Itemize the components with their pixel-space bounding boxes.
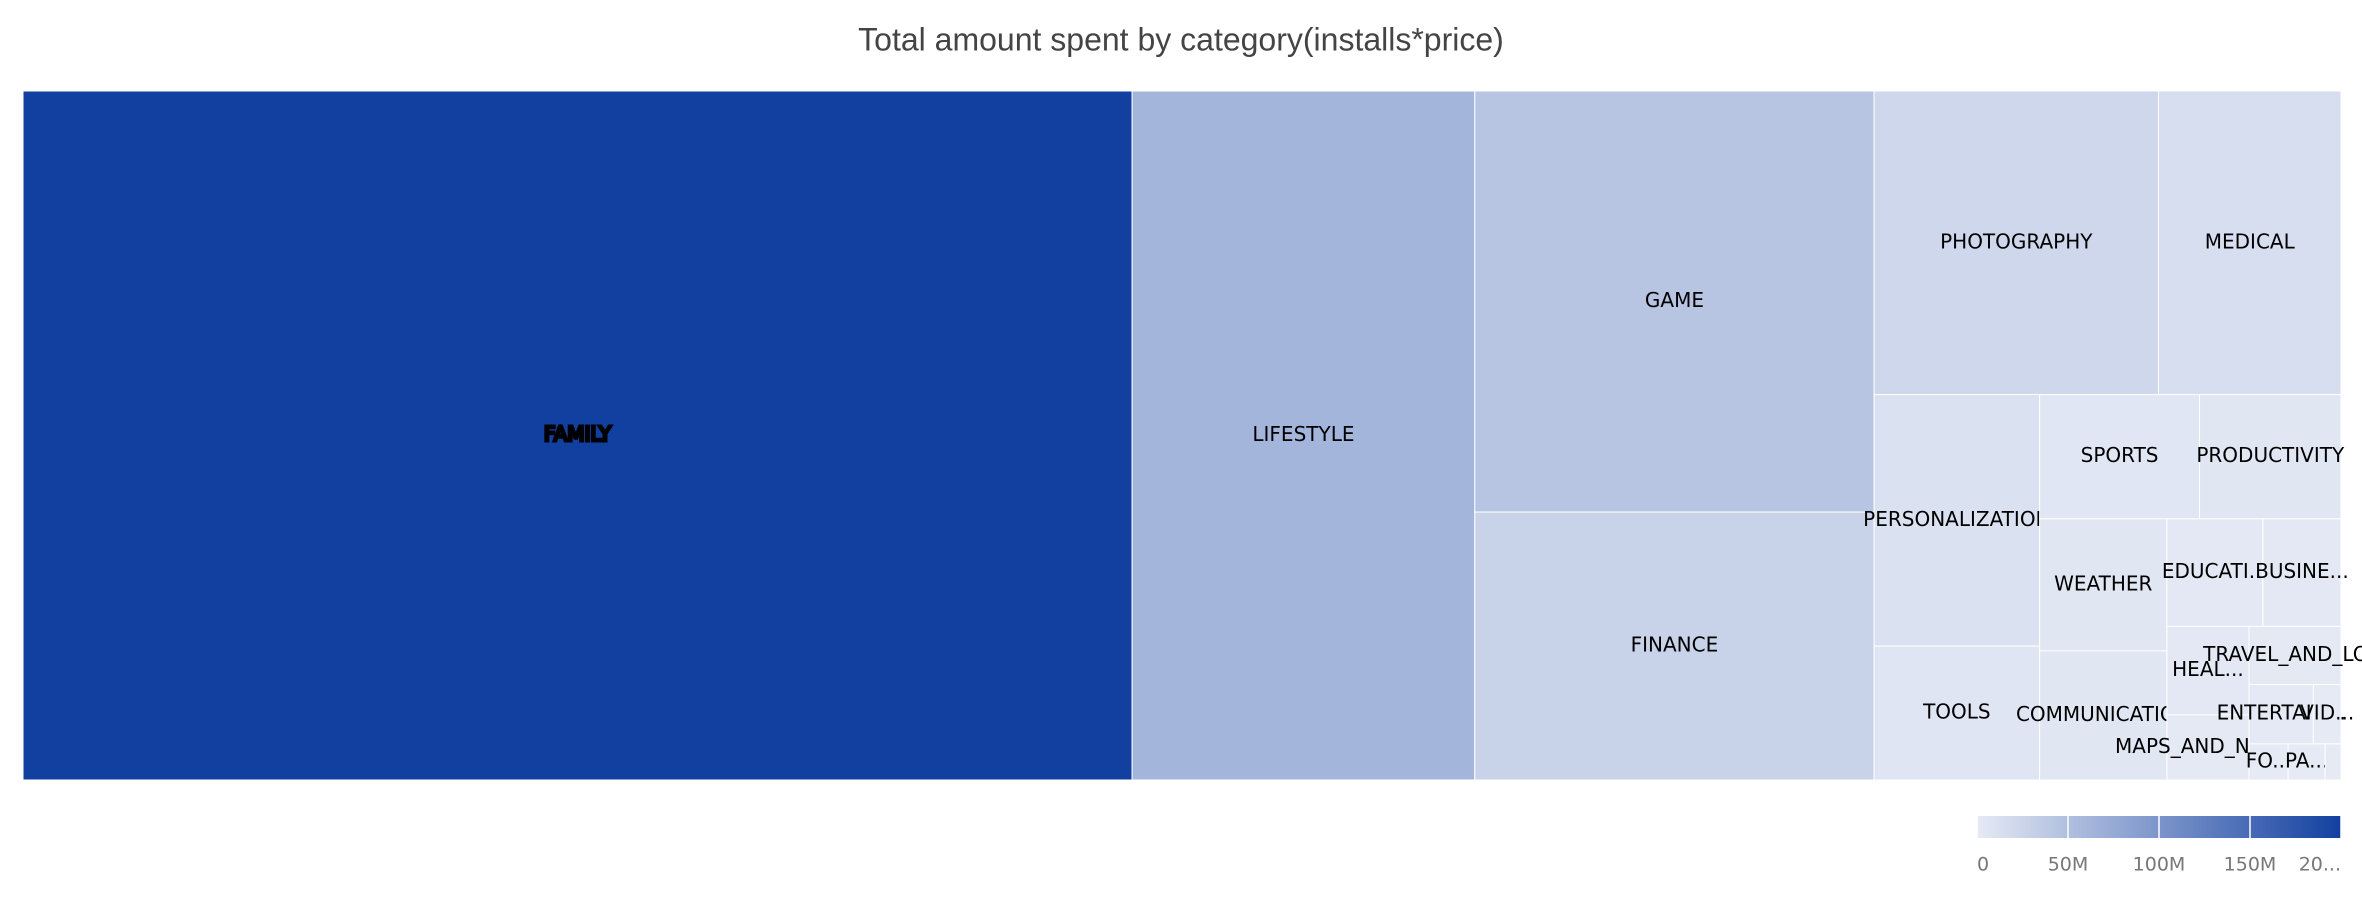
tile [2166, 518, 2264, 627]
tile-label: PERSONALIZATION [1863, 507, 2050, 531]
tile [2248, 625, 2342, 686]
tile [1873, 90, 2160, 396]
tile-label: TOOLS [1922, 700, 1991, 724]
colorbar-tick-label: 20... [2299, 854, 2341, 876]
tile-label: LIFESTYLE [1252, 422, 1354, 446]
tile-label: COMMUNICATION [2016, 702, 2191, 726]
tile [2262, 518, 2342, 627]
tile [2039, 650, 2168, 781]
tile-label: VID... [2300, 701, 2354, 725]
tile [1131, 90, 1476, 781]
tile-label: FO... [2246, 748, 2292, 772]
tile-label: BUSINE... [2255, 559, 2349, 583]
tile-label: TRAVEL_AND_LO... [2202, 642, 2362, 666]
tile [1474, 90, 1875, 513]
tile [1474, 511, 1875, 781]
tile [2287, 743, 2326, 781]
tile [2158, 90, 2342, 396]
tile-label: EDUCATI... [2162, 559, 2268, 583]
colorbar-tick-label: 150M [2224, 854, 2277, 876]
tile [2199, 394, 2342, 520]
tile-label: HEAL... [2172, 657, 2244, 681]
tile [2312, 684, 2342, 745]
tile-label: PRODUCTIVITY [2196, 443, 2345, 467]
colorbar-tick-label: 50M [2048, 854, 2089, 876]
chart-title: Total amount spent by category(installs*… [858, 21, 1504, 57]
tile [2166, 714, 2250, 781]
tile [1873, 645, 2041, 781]
tile-label: FINANCE [1631, 633, 1719, 657]
colorbar-tick-label: 100M [2133, 854, 2186, 876]
tile-label: FAMILY [544, 422, 612, 446]
tile-label: MEDICAL [2205, 229, 2296, 253]
tile-label: GAME [1645, 288, 1704, 312]
tile [22, 90, 1133, 781]
tile [2248, 684, 2314, 745]
tile [2324, 743, 2342, 781]
colorbar-tick-label: 0 [1977, 854, 1989, 876]
tile-label: WEATHER [2054, 571, 2152, 595]
tile [1873, 394, 2041, 647]
tile-label: PHOTOGRAPHY [1940, 229, 2093, 253]
tile-label: PA... [2285, 748, 2328, 772]
tile-label: SPORTS [2081, 443, 2159, 467]
